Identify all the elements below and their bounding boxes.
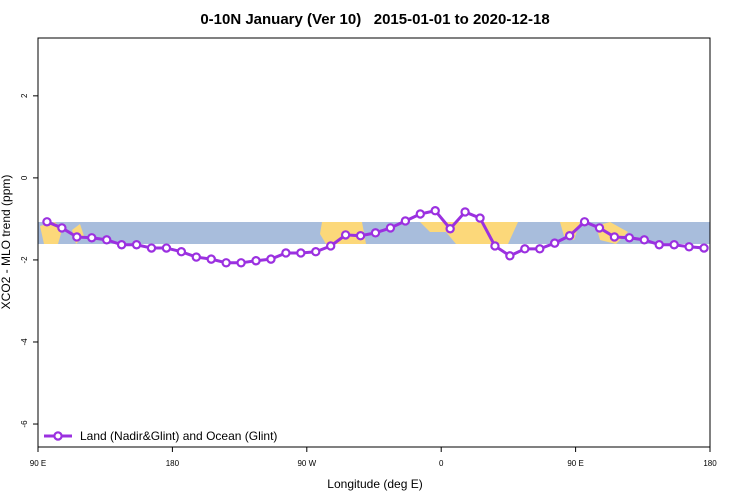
plot-frame (37, 37, 711, 448)
x-axis-label: Longitude (deg E) (327, 477, 422, 491)
point (415, 209, 425, 219)
point (505, 251, 515, 261)
point (490, 241, 500, 251)
point (191, 252, 201, 262)
point (385, 223, 396, 233)
point (325, 241, 336, 251)
point (654, 240, 664, 250)
y-tick-label: 0 (20, 175, 29, 180)
point (251, 256, 261, 266)
point (101, 235, 112, 245)
point (42, 217, 52, 227)
point (311, 247, 321, 257)
point (579, 217, 590, 227)
x-tick-label: 180 (703, 459, 717, 468)
x-tick-label: 90 E (567, 459, 583, 468)
point (296, 248, 306, 258)
point (221, 258, 231, 268)
point (669, 240, 679, 250)
point (161, 243, 172, 253)
point (87, 233, 97, 243)
chart-title: 0-10N January (Ver 10) 2015-01-01 to 202… (200, 11, 549, 28)
point (475, 213, 485, 223)
point (609, 232, 620, 242)
point (699, 243, 709, 253)
y-tick-label: -6 (20, 420, 29, 428)
point (146, 243, 157, 253)
x-tick-label: 180 (166, 459, 180, 468)
legend-label: Land (Nadir&Glint) and Ocean (Glint) (80, 429, 277, 443)
point (535, 244, 545, 254)
y-tick-label: -2 (20, 256, 29, 264)
y-axis-label: XCO2 - MLO trend (ppm) (0, 175, 13, 310)
point (340, 230, 351, 240)
point (564, 231, 575, 241)
point (370, 228, 381, 238)
point (281, 248, 291, 258)
point (266, 254, 276, 264)
x-tick-label: 90 E (30, 459, 46, 468)
point (131, 240, 142, 250)
land (420, 222, 518, 244)
point (236, 258, 246, 268)
point (594, 223, 605, 233)
point (72, 232, 82, 242)
point (460, 207, 470, 217)
y-tick-label: -4 (20, 338, 29, 346)
point (549, 238, 560, 248)
y-tick-label: 2 (20, 93, 29, 98)
x-tick-label: 90 W (297, 459, 316, 468)
point (57, 223, 67, 233)
land (40, 222, 62, 244)
point (624, 233, 635, 243)
legend-marker (53, 431, 63, 441)
x-tick-label: 0 (439, 459, 444, 468)
point (116, 240, 127, 250)
point (355, 231, 366, 241)
point (520, 244, 530, 254)
point (639, 235, 649, 245)
point (430, 206, 440, 216)
point (684, 242, 694, 252)
point (445, 224, 455, 234)
point (206, 254, 216, 264)
point (176, 247, 187, 257)
point (400, 216, 411, 226)
